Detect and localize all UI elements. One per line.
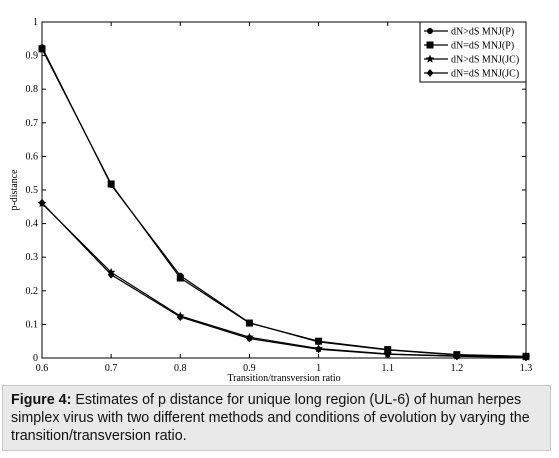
legend-item: dN=dS MNJ(JC)	[424, 69, 519, 80]
legend: dN>dS MNJ(P) dN=dS MNJ(P) dN>dS MNJ(JC) dN=…	[419, 21, 527, 83]
data-point	[453, 352, 461, 361]
data-point	[176, 274, 184, 282]
y-axis: 0 0.1 0.2 0.3 0.4 0.5 0.6 0.7 0.8 0.9 1	[26, 17, 526, 364]
x-tick-label: 1.3	[520, 363, 533, 374]
caption-label: Figure 4:	[11, 392, 72, 408]
x-tick-label: 1.2	[451, 363, 464, 374]
y-tick-label: 0.8	[26, 84, 39, 95]
data-point	[245, 319, 253, 327]
y-tick-label: 1	[33, 17, 38, 28]
legend-marker	[426, 69, 434, 77]
caption-text: Estimates of p distance for unique long …	[11, 392, 530, 444]
y-tick-label: 0	[33, 353, 38, 364]
series-4	[38, 198, 530, 362]
x-tick-label: 0.8	[174, 363, 187, 374]
legend-marker	[427, 28, 433, 34]
legend-label: dN>dS MNJ(P)	[451, 27, 514, 38]
series-line	[41, 48, 527, 357]
x-axis: 0.6 0.7 0.8 0.9 1 1.1 1.2 1.3	[36, 22, 533, 374]
y-tick-label: 0.5	[26, 185, 39, 196]
y-tick-label: 0.1	[26, 319, 39, 330]
x-tick-label: 1.1	[381, 363, 394, 374]
y-tick-label: 0.2	[26, 286, 39, 297]
data-point	[384, 350, 392, 359]
data-point	[245, 334, 253, 343]
y-tick-label: 0.9	[26, 51, 39, 62]
x-tick-label: 0.7	[105, 363, 118, 374]
data-point	[315, 345, 323, 354]
y-axis-label: p-distance	[9, 169, 20, 211]
data-point	[315, 337, 323, 345]
data-point	[107, 180, 115, 188]
legend-marker	[426, 41, 434, 49]
y-tick-label: 0.4	[26, 219, 39, 230]
y-tick-label: 0.3	[26, 252, 39, 263]
legend-label: dN>dS MNJ(JC)	[451, 55, 519, 66]
legend-item: dN>dS MNJ(P)	[424, 27, 514, 38]
legend-box	[419, 21, 527, 83]
legend-label: dN=dS MNJ(JC)	[451, 69, 519, 80]
data-point	[522, 353, 530, 362]
figure-caption: Figure 4: Estimates of p distance for un…	[2, 385, 551, 451]
legend-item: dN>dS MNJ(JC)	[424, 54, 519, 66]
y-tick-label: 0.7	[26, 118, 39, 129]
x-tick-label: 0.6	[36, 363, 49, 374]
legend-marker	[425, 54, 435, 63]
x-tick-label: 0.9	[243, 363, 256, 374]
data-point	[176, 313, 184, 322]
y-tick-label: 0.6	[26, 151, 39, 162]
series-layer	[37, 44, 531, 362]
series-line	[41, 202, 527, 358]
data-point	[38, 45, 46, 53]
x-axis-label: Transition/transversion ratio	[227, 373, 340, 384]
data-point	[38, 198, 46, 207]
legend-label: dN=dS MNJ(P)	[451, 41, 514, 52]
legend-item: dN=dS MNJ(P)	[424, 41, 514, 52]
data-point	[107, 270, 115, 279]
x-tick-label: 1	[316, 363, 321, 374]
line-chart: 0.6 0.7 0.8 0.9 1 1.1 1.2 1.3 00.10.20.30.40.50…	[9, 17, 533, 384]
